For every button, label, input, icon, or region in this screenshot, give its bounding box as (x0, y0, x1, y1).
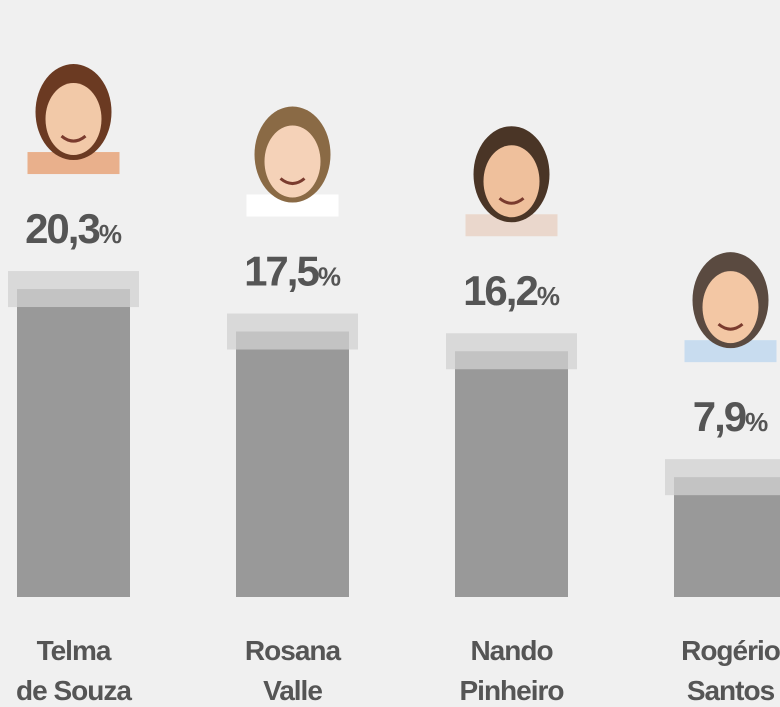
portrait-face (46, 83, 102, 155)
bar (455, 351, 568, 597)
portrait-face (703, 271, 759, 343)
portrait (28, 64, 120, 174)
bar (236, 332, 349, 597)
value-label: 17,5% (244, 248, 341, 295)
bar (17, 289, 130, 597)
portrait-face (265, 126, 321, 198)
portrait-face (484, 145, 540, 217)
bar-cap (446, 333, 577, 369)
bar-cap (227, 314, 358, 350)
value-label: 16,2% (463, 267, 560, 314)
portrait (247, 107, 339, 217)
chart: 20,3% Telmade Souza 17,5% RosanaValle 16,2% N… (0, 0, 780, 707)
bar-cap (8, 271, 139, 307)
bar-cap (665, 459, 780, 495)
value-label: 20,3% (25, 205, 122, 252)
portrait (466, 126, 558, 236)
portrait (685, 252, 777, 362)
value-label: 7,9% (693, 393, 769, 440)
